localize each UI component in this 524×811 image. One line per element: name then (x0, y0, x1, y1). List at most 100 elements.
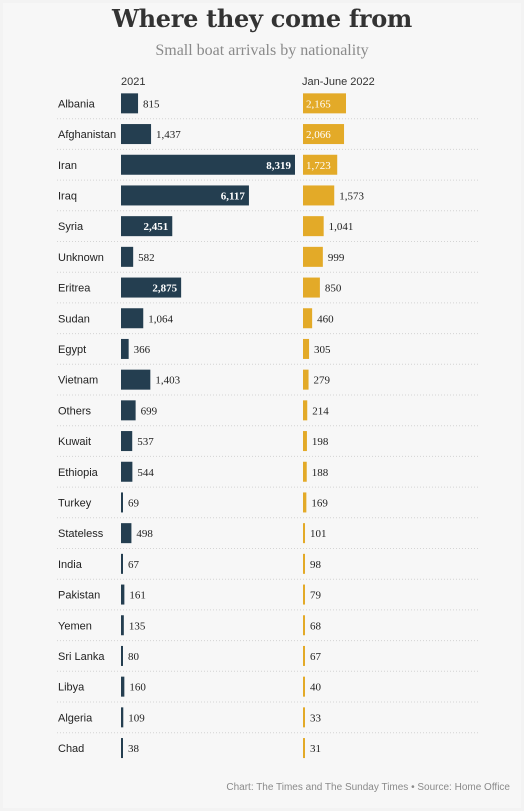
value-label-2022: 79 (310, 590, 322, 602)
value-label-2021: 67 (128, 559, 140, 571)
value-label-2021: 6,117 (221, 190, 246, 202)
category-label: Ethiopia (58, 467, 99, 479)
category-label: Algeria (58, 712, 93, 724)
bar-2022 (303, 615, 305, 636)
bar-2021 (121, 461, 133, 482)
category-label: Chad (58, 743, 84, 755)
bar-2021 (121, 93, 139, 114)
bar-2021 (121, 431, 133, 452)
value-label-2021: 366 (134, 344, 151, 356)
bar-2022 (303, 246, 323, 267)
bar-2022 (303, 185, 335, 206)
bar-2021 (121, 492, 123, 513)
bar-2021 (121, 584, 125, 605)
bar-2022 (303, 369, 309, 390)
value-label-2021: 38 (128, 743, 140, 755)
category-label: Kuwait (58, 436, 91, 448)
bar-2022 (303, 124, 345, 145)
bar-2021 (121, 216, 173, 237)
value-label-2021: 80 (128, 651, 140, 663)
bar-2022 (303, 676, 305, 697)
bar-2022 (303, 400, 308, 421)
value-label-2022: 67 (310, 651, 322, 663)
bar-2022 (303, 338, 310, 359)
value-label-2021: 498 (136, 528, 153, 540)
value-label-2022: 279 (314, 375, 331, 387)
bar-2022 (303, 738, 305, 759)
value-label-2021: 109 (128, 712, 145, 724)
value-label-2022: 1,723 (306, 160, 331, 172)
bar-2021 (121, 400, 136, 421)
bar-2022 (303, 277, 320, 298)
value-label-2021: 544 (137, 467, 154, 479)
category-label: Others (58, 405, 92, 417)
bar-2022 (303, 93, 346, 114)
bar-2022 (303, 553, 305, 574)
bar-2021 (121, 676, 125, 697)
value-label-2021: 699 (141, 405, 158, 417)
category-label: Sri Lanka (58, 651, 105, 663)
category-label: Iraq (58, 190, 77, 202)
bar-2021 (121, 369, 151, 390)
value-label-2022: 214 (312, 405, 329, 417)
value-label-2022: 169 (311, 497, 328, 509)
bar-2022 (303, 523, 306, 544)
chart-subtitle: Small boat arrivals by nationality (155, 42, 369, 59)
category-label: Albania (58, 98, 96, 110)
bar-2021 (121, 738, 123, 759)
value-label-2022: 33 (310, 712, 322, 724)
value-label-2021: 69 (128, 497, 140, 509)
category-label: India (58, 559, 83, 571)
value-label-2022: 999 (328, 252, 345, 264)
chart-source: Chart: The Times and The Sunday Times • … (226, 782, 510, 793)
value-label-2021: 815 (143, 98, 160, 110)
value-label-2022: 460 (317, 313, 334, 325)
bar-2022 (303, 431, 307, 452)
value-label-2021: 1,437 (156, 129, 181, 141)
category-label: Afghanistan (58, 129, 116, 141)
chart-card (3, 3, 521, 808)
value-label-2022: 188 (312, 467, 329, 479)
value-label-2021: 160 (129, 682, 146, 694)
bar-2021 (121, 645, 123, 666)
value-label-2022: 198 (312, 436, 329, 448)
value-label-2022: 101 (310, 528, 327, 540)
category-label: Iran (58, 160, 77, 172)
category-label: Unknown (58, 252, 104, 264)
category-label: Vietnam (58, 375, 98, 387)
value-label-2022: 1,573 (339, 190, 364, 202)
value-label-2021: 582 (138, 252, 155, 264)
category-label: Eritrea (58, 283, 91, 295)
bar-2021 (121, 124, 152, 145)
chart-title: Where they come from (111, 4, 413, 33)
bar-2022 (303, 216, 324, 237)
value-label-2021: 161 (129, 590, 146, 602)
bar-2022 (303, 461, 307, 482)
bar-2021 (121, 246, 134, 267)
value-label-2021: 1,064 (148, 313, 173, 325)
value-label-2021: 8,319 (266, 160, 291, 172)
value-label-2022: 98 (310, 559, 322, 571)
value-label-2021: 2,451 (144, 221, 169, 233)
bar-2021 (121, 615, 124, 636)
value-label-2022: 68 (310, 620, 322, 632)
category-label: Turkey (58, 497, 92, 509)
value-label-2022: 2,066 (306, 129, 331, 141)
bar-2021 (121, 707, 124, 728)
bar-2022 (303, 707, 305, 728)
value-label-2021: 1,403 (155, 375, 180, 387)
category-label: Yemen (58, 620, 92, 632)
category-label: Pakistan (58, 590, 100, 602)
bar-2021 (121, 553, 123, 574)
bar-2022 (303, 584, 305, 605)
category-label: Syria (58, 221, 84, 233)
category-label: Sudan (58, 313, 90, 325)
bar-2021 (121, 523, 132, 544)
bar-2021 (121, 185, 249, 206)
bar-2022 (303, 308, 313, 329)
bar-2021 (121, 338, 129, 359)
bar-2022 (303, 645, 305, 666)
value-label-2022: 40 (310, 682, 322, 694)
category-label: Stateless (58, 528, 104, 540)
